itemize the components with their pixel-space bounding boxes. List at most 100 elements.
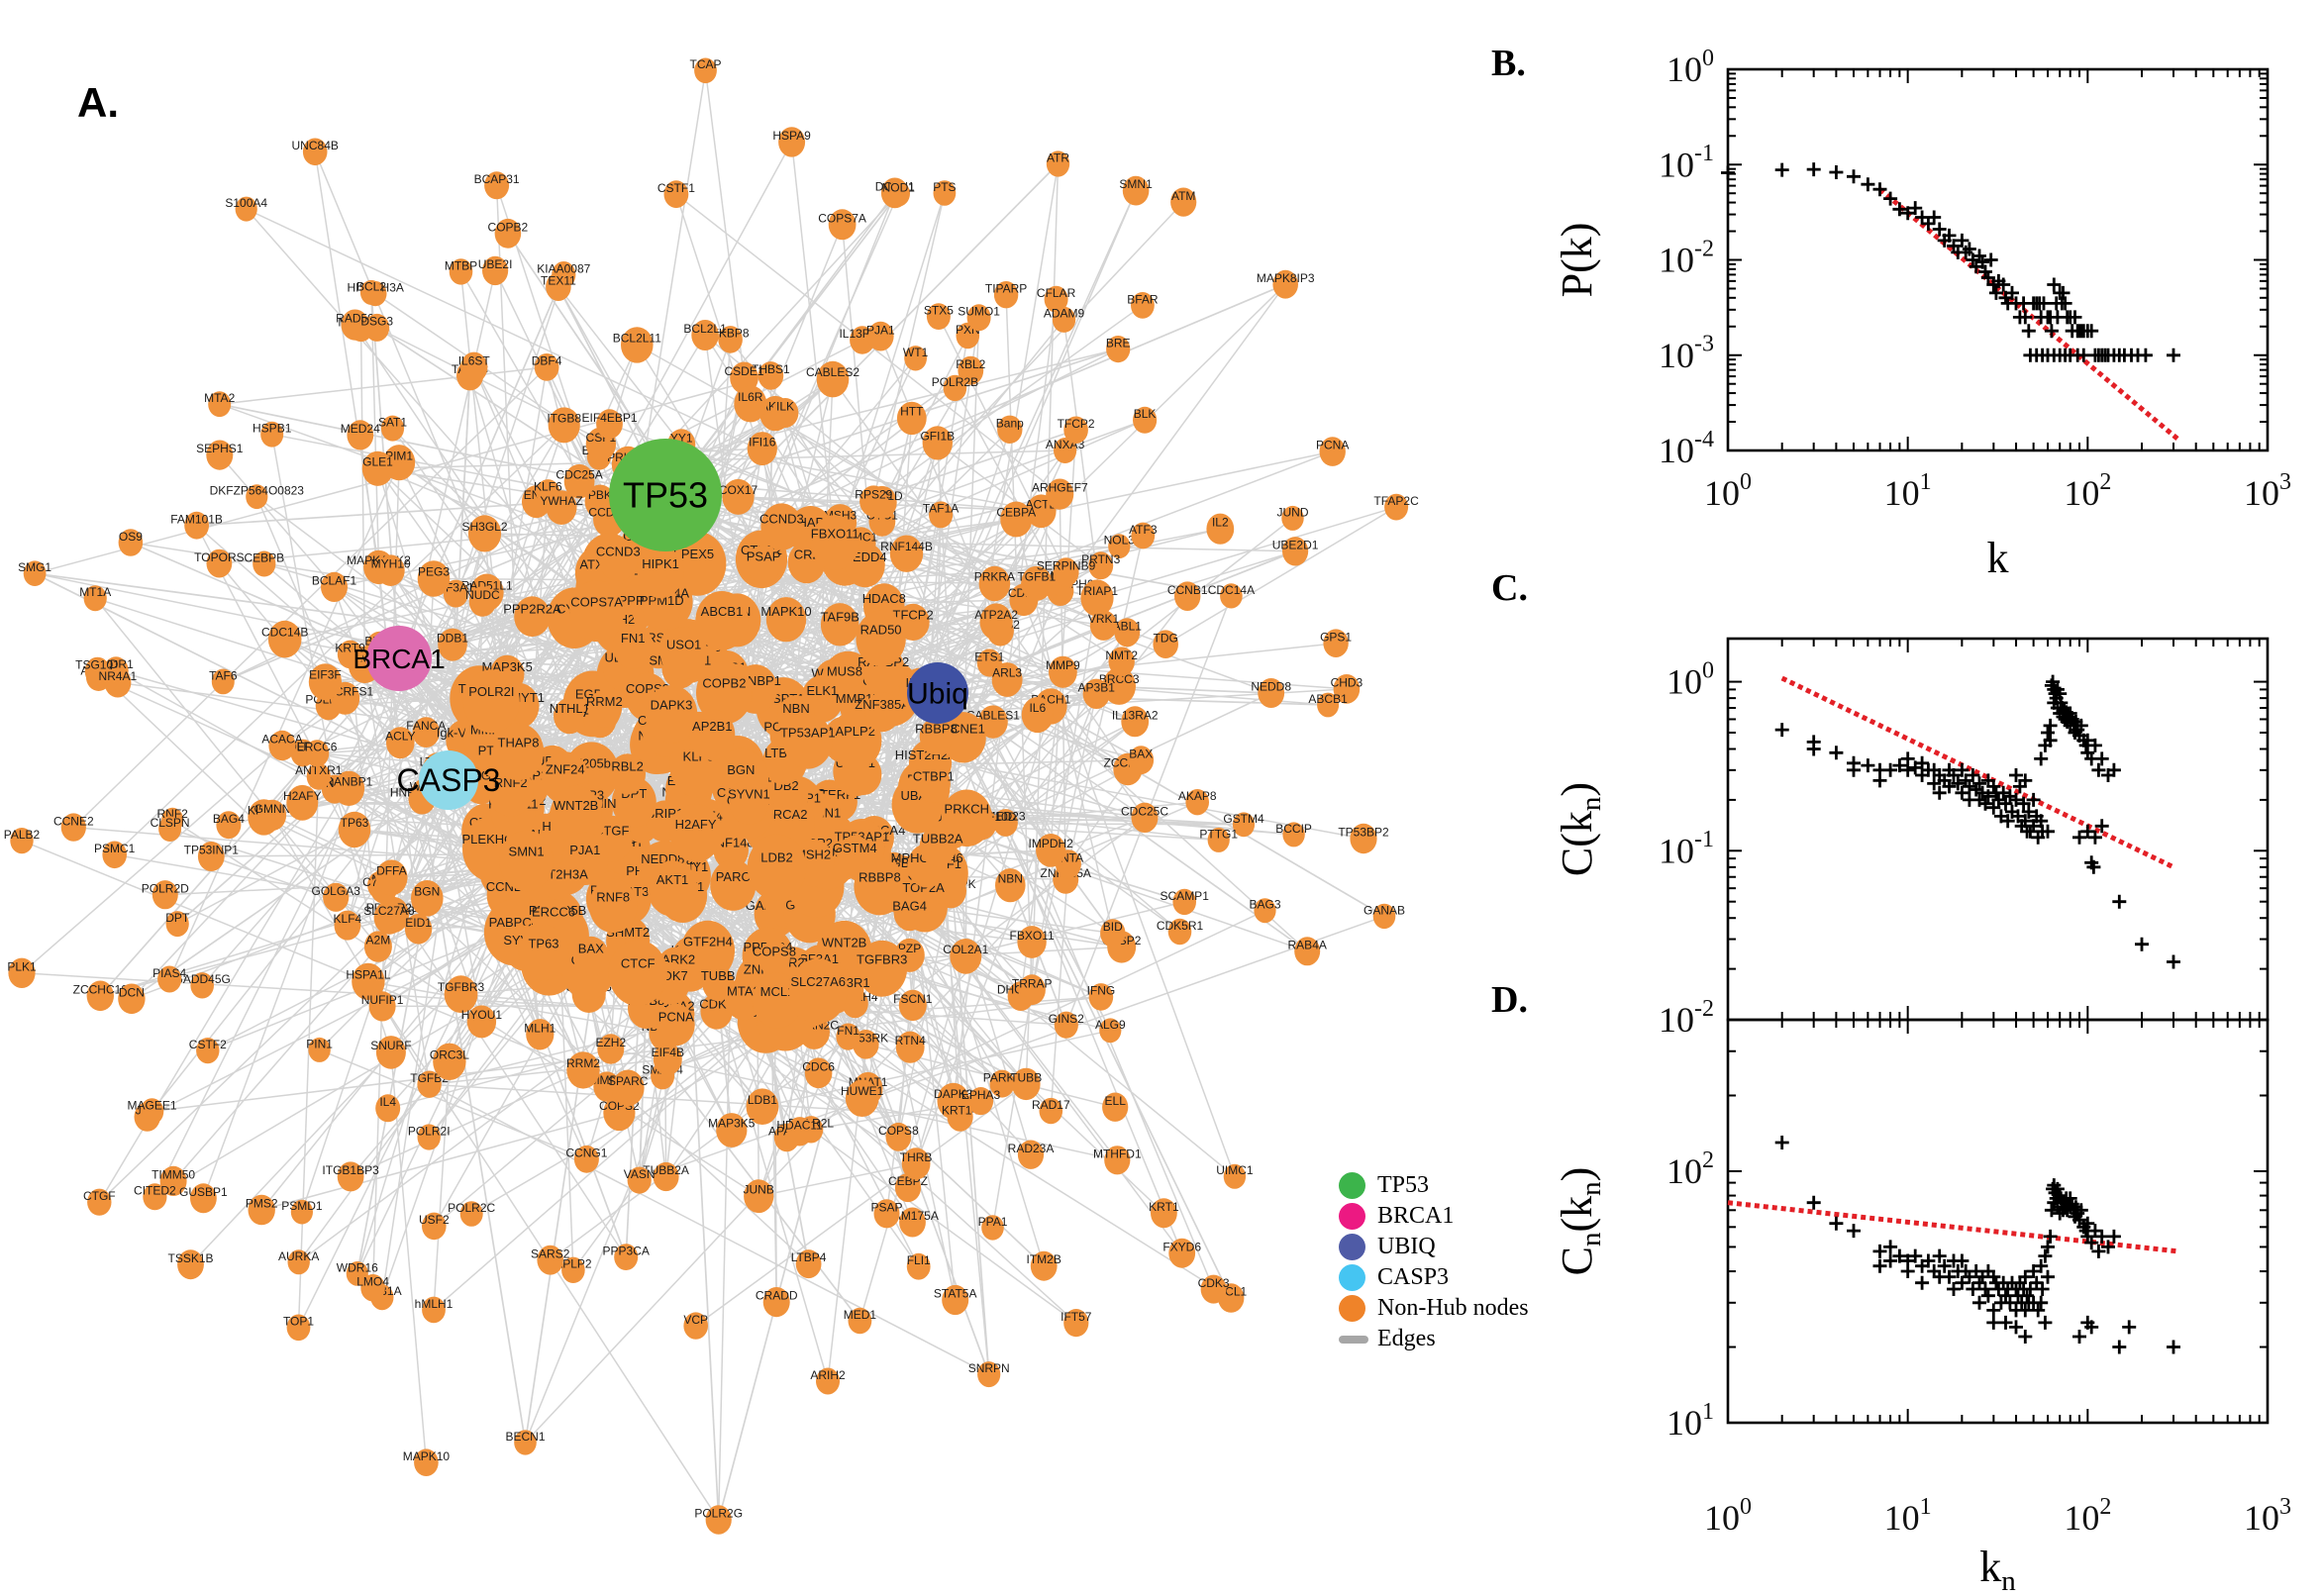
network-node: [848, 1307, 872, 1335]
network-node-label: PARK2: [983, 1070, 1022, 1084]
network-node-label: SEPHS1: [196, 442, 244, 455]
network-node-label: PPA1: [978, 1215, 1008, 1229]
network-node: [260, 421, 284, 448]
network-node: [746, 1088, 779, 1125]
network-node: [898, 989, 927, 1022]
network-node: [906, 1252, 931, 1280]
network-node-label: MED24: [341, 422, 380, 436]
network-node: [304, 740, 330, 767]
tick-label-exponent: 2: [2099, 1494, 2111, 1520]
network-node-label: PZP: [898, 942, 921, 955]
network-node-label: ANTXR1: [295, 763, 343, 777]
network-node-label: ABCB1: [701, 604, 744, 619]
network-edge: [189, 1051, 392, 1265]
network-edge: [490, 366, 548, 702]
network-node-label: UBE2D1: [1272, 538, 1319, 551]
network-node: [608, 940, 667, 1007]
network-node: [1272, 269, 1298, 299]
network-edge: [219, 366, 548, 405]
network-node-label: APLP2: [555, 1257, 592, 1271]
network-node: [978, 565, 1011, 602]
network-node-label: TFCP2: [1058, 417, 1095, 431]
y-axis-label: C(kn): [1553, 782, 1607, 876]
network-node-label: PCNA: [658, 1010, 694, 1025]
tick-label-exponent: 0: [1740, 469, 1752, 495]
network-node-label: ILK: [776, 400, 794, 414]
network-node-label: TSSK1B: [167, 1251, 213, 1265]
network-node: [977, 1361, 1001, 1388]
network-node: [967, 1087, 994, 1116]
network-node-label: COPS7A: [818, 211, 866, 225]
network-node: [286, 1314, 311, 1342]
network-node: [867, 321, 894, 351]
network-node: [893, 895, 926, 932]
fit-line: [1780, 675, 2175, 870]
axis-label-part: k: [1987, 534, 2009, 582]
network-node: [1099, 1018, 1122, 1044]
network-node: [566, 1051, 600, 1089]
network-legend: TP53 BRCA1 UBIQ CASP3 Non-Hub nodes Edges: [1339, 1170, 1529, 1354]
network-node: [1281, 505, 1304, 531]
network-node-label: KLF4: [334, 912, 362, 926]
network-edge: [72, 366, 548, 829]
fit-line: [1877, 187, 2180, 442]
network-node-label: EIF3F: [309, 668, 342, 682]
network-node-label: GTF2H4: [683, 934, 733, 948]
network-node: [1063, 1309, 1089, 1338]
legend-item-non-hub-nodes: Non-Hub nodes: [1339, 1293, 1529, 1324]
network-node: [363, 931, 392, 962]
network-node: [190, 972, 214, 999]
network-node: [364, 313, 390, 342]
network-node-label: KIAA0087: [537, 261, 590, 275]
network-node: [919, 826, 957, 867]
network-node-label: CITED2: [134, 1184, 176, 1198]
network-node: [184, 511, 210, 540]
network-node-label: ORC3L: [430, 1047, 469, 1061]
network-node-label: GADD45G: [174, 972, 231, 986]
network-node-label: SNURF: [370, 1039, 411, 1052]
network-node-label: FBXO11: [811, 527, 859, 542]
network-node-label: AP2B1: [692, 719, 732, 734]
network-node: [177, 1249, 204, 1280]
network-node-label: PCNA: [1316, 439, 1349, 452]
network-node-label: CABLES1: [966, 708, 1020, 722]
network-node-label: EIF4EBP1: [581, 411, 637, 425]
tick-label-base: 10: [1884, 1498, 1920, 1538]
network-node-label: RNF144B: [880, 540, 933, 553]
axis-label-part: ): [1553, 1167, 1601, 1182]
network-node-label: SARS2: [531, 1247, 570, 1260]
network-edge: [359, 328, 366, 665]
axis-label-sub: n: [2001, 1565, 2016, 1596]
network-node: [359, 279, 383, 305]
network-node-label: MTA2: [727, 984, 760, 999]
network-node: [140, 1098, 164, 1125]
network-node-label: PIM1: [385, 449, 413, 462]
network-node-label: FANCA: [406, 719, 446, 733]
network-node-label: CSTF2: [189, 1038, 227, 1051]
network-node: [246, 484, 268, 510]
network-node-label: PEX5: [681, 547, 714, 561]
network-node: [845, 1079, 879, 1117]
network-node: [1100, 919, 1126, 948]
network-node: [659, 627, 708, 680]
network-node: [989, 1069, 1015, 1098]
network-node: [1333, 674, 1361, 704]
network-node: [614, 1244, 639, 1270]
network-node-label: ATR: [1047, 150, 1069, 164]
network-node: [611, 1069, 645, 1107]
network-node-label: HTT: [900, 405, 924, 419]
network-node-label: BGN: [727, 762, 755, 777]
network-node-label: PPP2R2A: [503, 601, 561, 616]
network-node-label: BCCIP: [1275, 822, 1312, 836]
network-node-label: MTA2: [204, 391, 235, 405]
network-node-label: RAD23A: [1008, 1142, 1055, 1155]
network-node-label: PALB2: [4, 828, 41, 842]
network-node-label: SYVN1: [728, 787, 770, 802]
network-node: [550, 785, 602, 844]
network-node-label: HSPA1L: [346, 967, 390, 981]
tick-label-exponent: 2: [2099, 469, 2111, 495]
network-edge: [398, 283, 1286, 659]
network-node-label: ITM2B: [1027, 1252, 1061, 1266]
y-tick-label: 10-3: [1659, 332, 1714, 375]
network-node: [86, 980, 115, 1012]
